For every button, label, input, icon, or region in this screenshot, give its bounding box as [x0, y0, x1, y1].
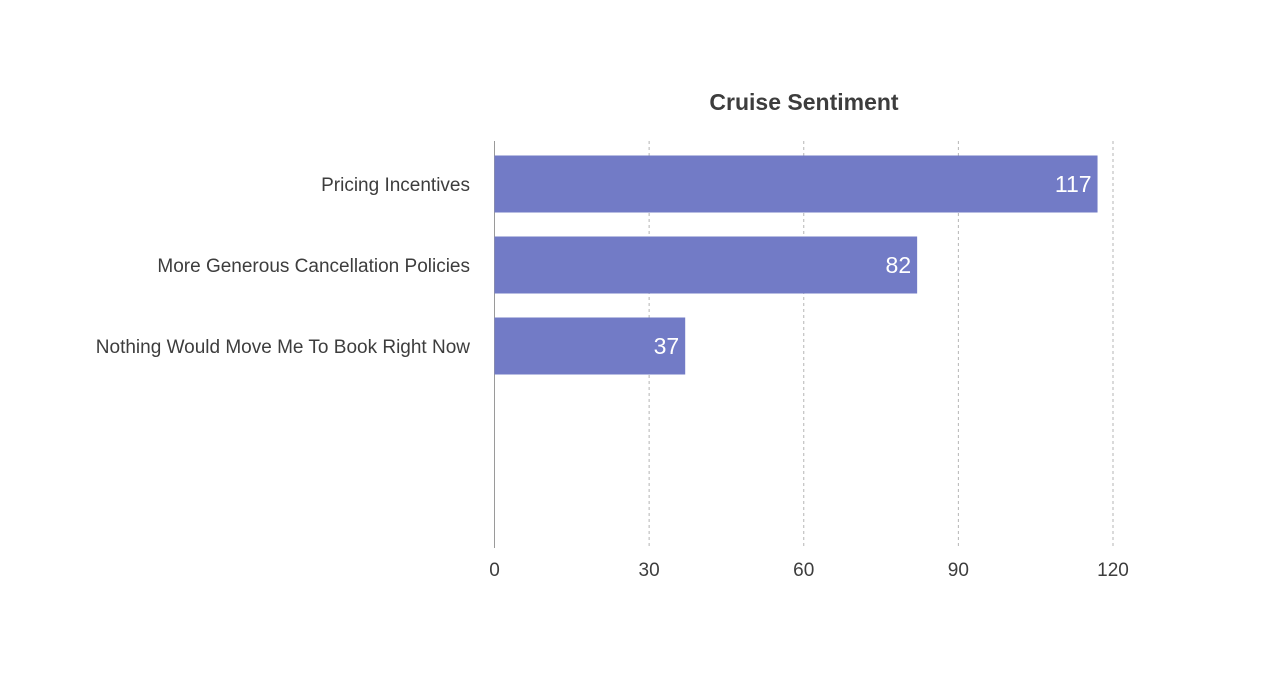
bar-value-label: 117 — [1055, 171, 1092, 197]
chart-title: Cruise Sentiment — [709, 89, 898, 115]
x-axis-ticks: 0 30 60 90 120 — [489, 560, 1129, 581]
bar-value-label: 82 — [886, 252, 912, 278]
x-tick-label: 60 — [793, 560, 814, 581]
x-tick-label: 30 — [639, 560, 660, 581]
category-label: Pricing Incentives — [321, 175, 470, 196]
bar-1 — [494, 155, 1098, 213]
category-labels: Pricing Incentives More Generous Cancella… — [96, 175, 470, 358]
x-tick-label: 120 — [1097, 560, 1129, 581]
bars: 117 82 37 — [494, 155, 1098, 375]
x-tick-label: 0 — [489, 560, 500, 581]
bar-value-label: 37 — [654, 333, 680, 359]
bar-3 — [494, 317, 686, 375]
category-label: More Generous Cancellation Policies — [157, 256, 470, 277]
x-tick-label: 90 — [948, 560, 969, 581]
category-label: Nothing Would Move Me To Book Right Now — [96, 337, 470, 358]
bar-2 — [494, 236, 918, 294]
